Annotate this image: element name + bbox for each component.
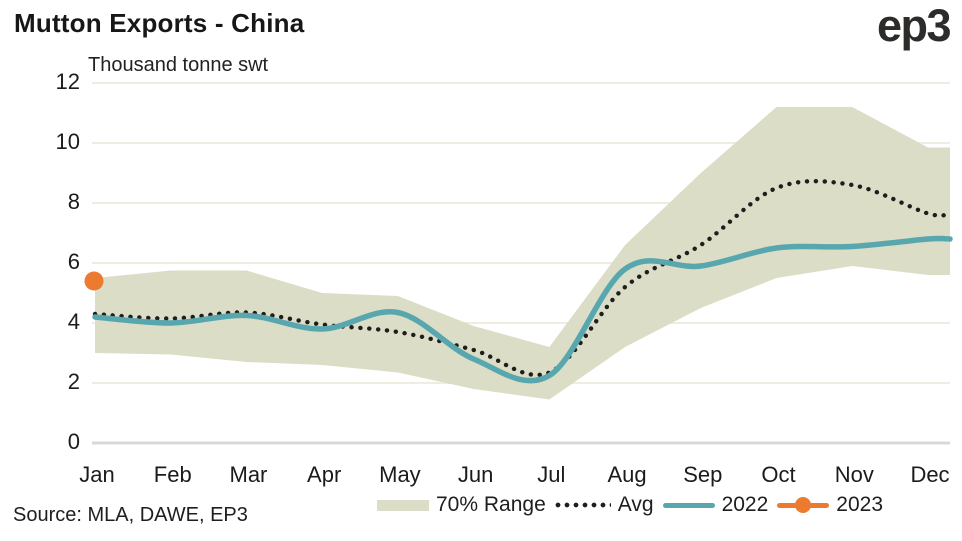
x-tick-label: May (379, 462, 421, 487)
y-tick-label: 4 (68, 309, 80, 334)
y-tick-label: 8 (68, 189, 80, 214)
chart-legend: 70% Range Avg 2022 2023 (377, 492, 883, 518)
x-tick-label: Sep (683, 462, 722, 487)
x-tick-label: Apr (307, 462, 341, 487)
x-tick-label: Mar (230, 462, 268, 487)
legend-item-2022: 2022 (662, 493, 769, 517)
legend-label-avg: Avg (617, 493, 654, 516)
legend-item-range: 70% Range (377, 493, 546, 517)
y-tick-label: 12 (56, 69, 80, 94)
legend-label-2023: 2023 (836, 493, 883, 516)
y-axis-unit-label: Thousand tonne swt (88, 54, 269, 76)
x-tick-label: Dec (910, 462, 949, 487)
point-2023-marker-icon (795, 497, 812, 513)
point-2023 (84, 271, 104, 291)
x-tick-label: Feb (154, 462, 192, 487)
x-tick-label: Nov (835, 462, 874, 487)
range-band-swatch-icon (377, 499, 429, 511)
legend-item-avg: Avg (554, 493, 654, 517)
y-tick-label: 10 (56, 129, 80, 154)
legend-label-range: 70% Range (436, 493, 546, 516)
avg-dotted-line-icon (554, 502, 611, 508)
y-tick-label: 2 (68, 369, 80, 394)
x-tick-label: Jan (79, 462, 114, 487)
legend-item-2023: 2023 (777, 493, 883, 517)
legend-label-2022: 2022 (721, 493, 769, 516)
x-tick-label: Jul (537, 462, 565, 487)
line-2022 (92, 235, 953, 384)
point-2023-swatch-icon (777, 497, 830, 513)
y-tick-label: 6 (68, 249, 80, 274)
line-2022-swatch-icon (662, 502, 715, 508)
avg-line (92, 179, 953, 378)
x-tick-label: Aug (608, 462, 647, 487)
chart-title: Mutton Exports - China (14, 8, 305, 38)
source-text: Source: MLA, DAWE, EP3 (13, 504, 248, 526)
range-band (95, 107, 950, 400)
x-tick-label: Jun (458, 462, 493, 487)
ep3-logo: ep3 (876, 0, 952, 51)
x-tick-label: Oct (761, 462, 795, 487)
y-tick-label: 0 (68, 429, 80, 454)
